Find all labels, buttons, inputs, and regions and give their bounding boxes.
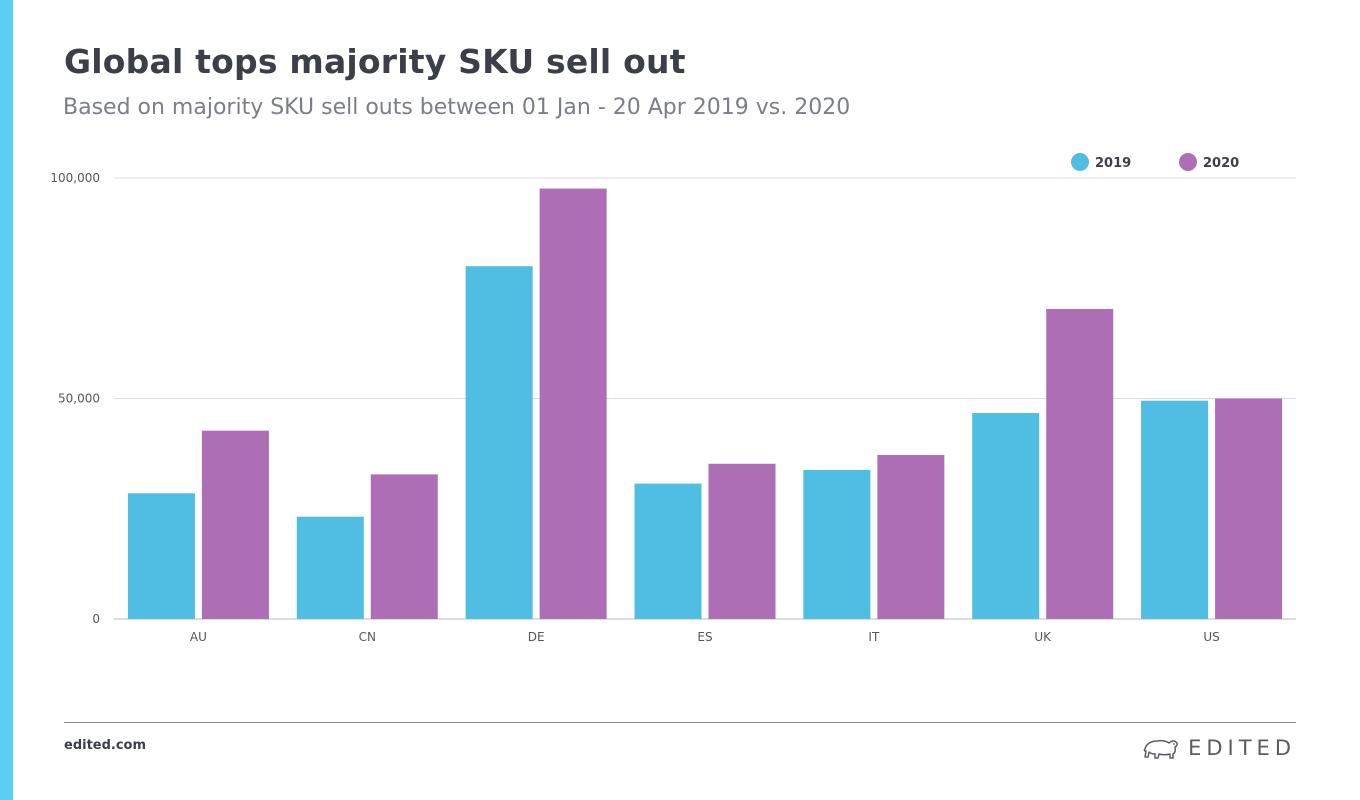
x-tick-label: CN: [359, 630, 376, 644]
y-axis: 0 50,000 100,000: [50, 171, 100, 626]
chart-subtitle: Based on majority SKU sell outs between …: [63, 95, 851, 120]
bar-2019-US: [1141, 400, 1209, 619]
bar-2020-CN: [370, 474, 438, 619]
brand-name: EDITED: [1188, 736, 1296, 760]
accent-bar: [0, 0, 13, 800]
x-tick-label: US: [1203, 630, 1219, 644]
bar-2019-UK: [972, 413, 1040, 619]
legend-label-2019: 2019: [1095, 156, 1131, 171]
bars: [127, 188, 1283, 620]
bar-2019-ES: [634, 483, 702, 619]
brand-logo: EDITED: [1142, 733, 1296, 763]
bar-2019-AU: [127, 493, 195, 619]
bar-2020-UK: [1046, 308, 1114, 619]
chart-title: Global tops majority SKU sell out: [64, 42, 686, 81]
legend-swatch-2020: [1179, 153, 1197, 171]
x-tick-label: AU: [190, 630, 207, 644]
footer-divider: [64, 722, 1296, 723]
x-tick-label: ES: [697, 630, 712, 644]
bar-2020-DE: [539, 188, 607, 620]
bar-2019-IT: [803, 469, 871, 619]
legend: 2019 2020: [1071, 153, 1239, 171]
footer-website[interactable]: edited.com: [64, 738, 147, 753]
y-tick-label: 0: [92, 612, 100, 626]
bar-2020-AU: [201, 430, 269, 619]
x-axis: AU CN DE ES IT UK US: [190, 630, 1220, 644]
bar-2020-US: [1215, 398, 1283, 619]
bar-2019-DE: [465, 266, 533, 619]
polar-bear-icon: [1143, 739, 1178, 759]
x-tick-label: UK: [1034, 630, 1052, 644]
bar-2019-CN: [296, 516, 364, 619]
x-tick-label: DE: [528, 630, 545, 644]
x-tick-label: IT: [868, 630, 880, 644]
y-tick-label: 50,000: [58, 392, 100, 406]
legend-label-2020: 2020: [1203, 156, 1239, 171]
legend-swatch-2019: [1071, 153, 1089, 171]
bar-2020-ES: [708, 463, 776, 619]
y-tick-label: 100,000: [50, 171, 100, 185]
gridlines: [114, 177, 1296, 620]
bar-2020-IT: [877, 454, 945, 619]
